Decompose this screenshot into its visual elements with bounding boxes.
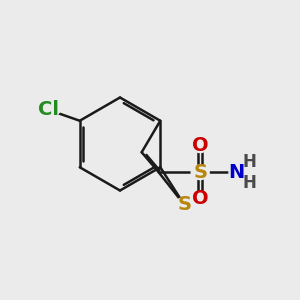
Ellipse shape	[192, 139, 208, 152]
Text: S: S	[177, 195, 191, 214]
Text: O: O	[192, 136, 208, 155]
Text: N: N	[229, 163, 245, 182]
Text: S: S	[193, 163, 207, 182]
Ellipse shape	[191, 165, 209, 179]
Text: H: H	[242, 152, 256, 170]
Ellipse shape	[229, 166, 244, 179]
Ellipse shape	[175, 197, 193, 212]
Ellipse shape	[37, 103, 60, 117]
Text: O: O	[192, 189, 208, 208]
Text: H: H	[242, 174, 256, 192]
Text: Cl: Cl	[38, 100, 59, 119]
Ellipse shape	[192, 192, 208, 205]
